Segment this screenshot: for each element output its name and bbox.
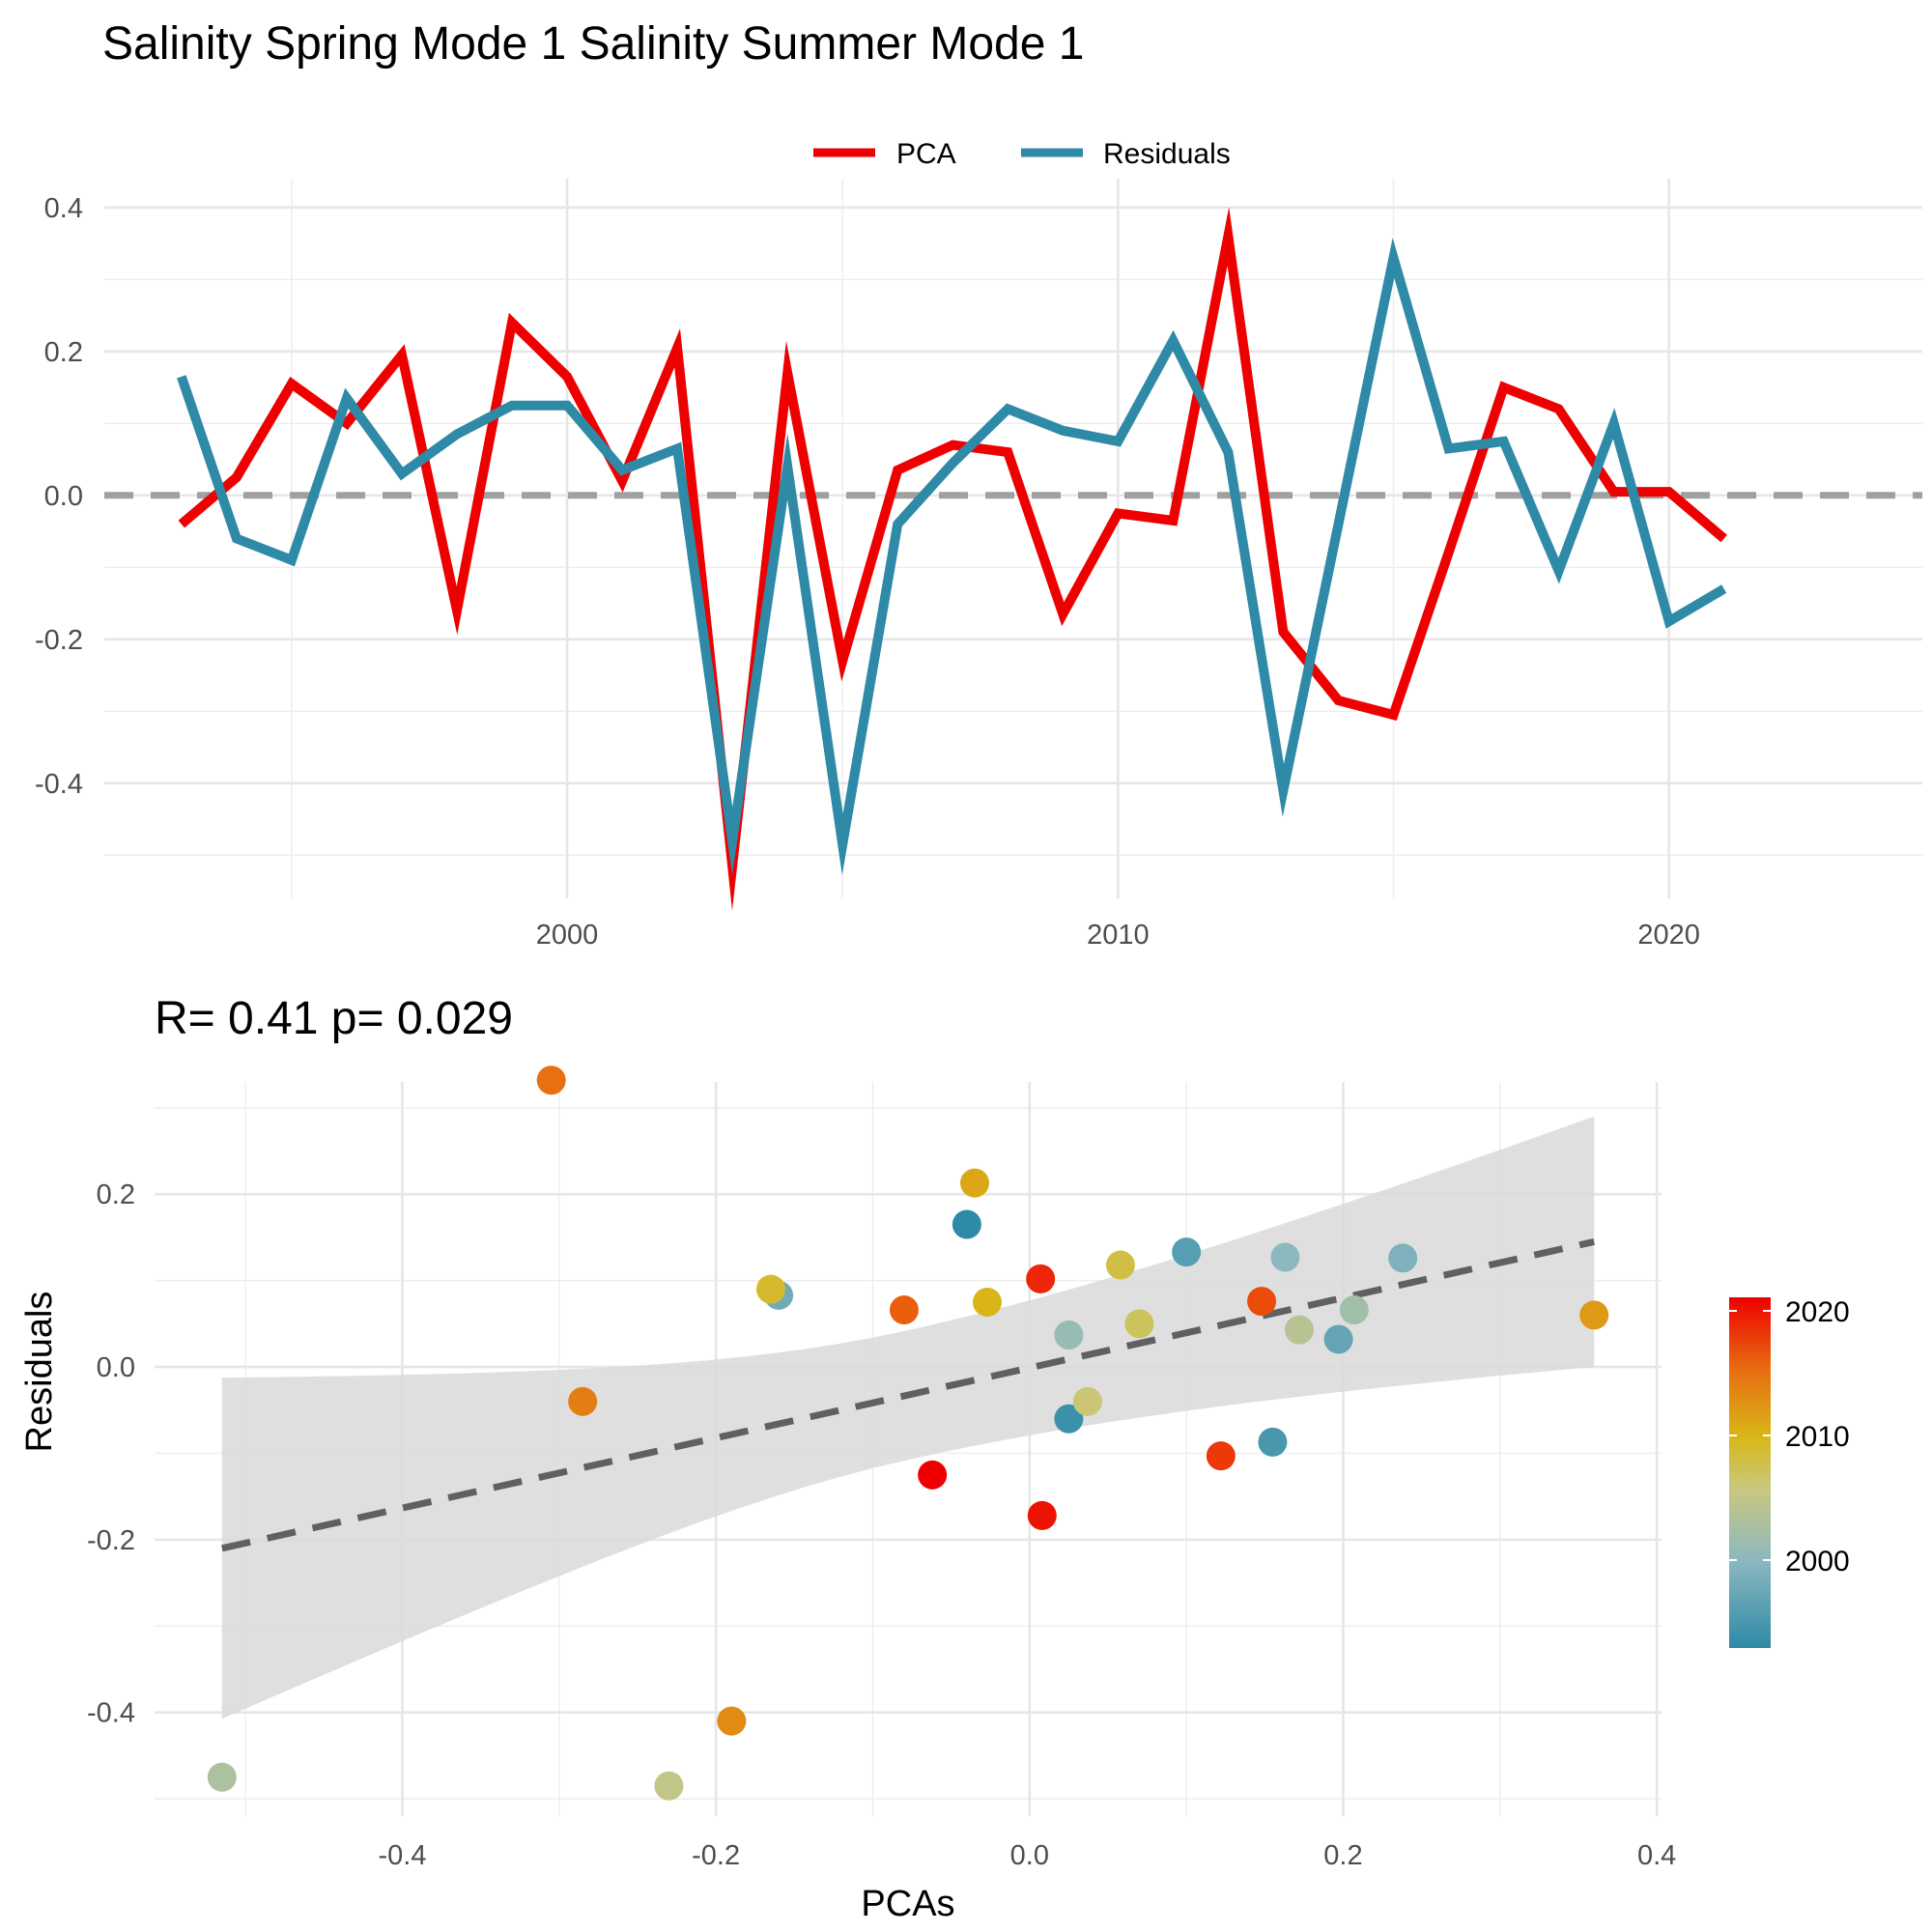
scatter-point <box>1124 1309 1154 1339</box>
scatter-point <box>1027 1500 1057 1530</box>
scatter-point <box>1206 1441 1236 1471</box>
y-tick-label: -0.2 <box>35 625 83 656</box>
time-series-x-ticks: 2000 2010 2020 <box>536 920 1700 951</box>
scatter-point <box>207 1762 237 1792</box>
x-axis-title: PCAs <box>861 1884 954 1924</box>
scatter-point <box>918 1460 948 1490</box>
y-tick-label: -0.4 <box>35 769 83 800</box>
y-tick-label: -0.2 <box>87 1525 135 1556</box>
time-series-lines <box>177 207 1727 911</box>
scatter-panel: R= 0.41 p= 0.029 0.2 0.0 -0.2 -0.4 -0.4 … <box>19 993 1850 1924</box>
scatter-point <box>1270 1242 1300 1272</box>
scatter-point <box>1072 1386 1102 1416</box>
scatter-point <box>755 1274 785 1304</box>
y-tick-label: 0.2 <box>97 1179 135 1210</box>
scatter-x-ticks: -0.4 -0.2 0.0 0.2 0.4 <box>378 1840 1676 1871</box>
y-tick-label: 0.0 <box>97 1352 135 1383</box>
y-tick-label: 0.2 <box>44 337 83 368</box>
legend: PCA Residuals <box>813 138 1231 170</box>
x-tick-label: 0.4 <box>1637 1840 1676 1871</box>
series-line-pca <box>178 207 1727 911</box>
confidence-band <box>221 1116 1595 1719</box>
scatter-point <box>1247 1287 1277 1317</box>
colorbar-label: 2010 <box>1785 1421 1850 1453</box>
scatter-point <box>1388 1243 1418 1273</box>
scatter-point <box>1579 1300 1609 1330</box>
scatter-point <box>1026 1264 1056 1293</box>
scatter-point <box>1172 1237 1202 1267</box>
scatter-point <box>959 1168 989 1198</box>
scatter-title: R= 0.41 p= 0.029 <box>155 993 513 1044</box>
y-tick-label: -0.4 <box>87 1698 135 1729</box>
legend-label-residuals: Residuals <box>1103 138 1231 170</box>
x-tick-label: 2000 <box>536 920 599 951</box>
x-tick-label: -0.4 <box>378 1840 426 1871</box>
colorbar-gradient <box>1729 1297 1771 1648</box>
colorbar: 2020 2010 2000 <box>1729 1296 1850 1648</box>
scatter-point <box>717 1706 747 1736</box>
y-tick-label: 0.4 <box>44 193 83 224</box>
legend-label-pca: PCA <box>896 138 956 170</box>
scatter-point <box>1258 1427 1288 1457</box>
regression-line <box>221 1237 1595 1552</box>
colorbar-label: 2020 <box>1785 1296 1850 1328</box>
scatter-point <box>952 1209 981 1239</box>
x-tick-label: 2020 <box>1637 920 1700 951</box>
time-series-y-ticks: 0.4 0.2 0.0 -0.2 -0.4 <box>35 193 83 800</box>
scatter-point <box>1054 1404 1084 1434</box>
scatter-point <box>972 1288 1002 1317</box>
time-series-grid <box>104 179 1922 898</box>
x-tick-label: 0.0 <box>1010 1840 1049 1871</box>
scatter-point <box>1105 1250 1135 1280</box>
series-line-residuals <box>177 238 1727 875</box>
scatter-point <box>536 1065 566 1095</box>
x-tick-label: 2010 <box>1087 920 1150 951</box>
time-series-panel: 0.4 0.2 0.0 -0.2 -0.4 2000 2010 2020 <box>35 179 1922 951</box>
x-tick-label: -0.2 <box>692 1840 740 1871</box>
scatter-points <box>207 1065 1609 1801</box>
y-tick-label: 0.0 <box>44 481 83 512</box>
colorbar-label: 2000 <box>1785 1546 1850 1577</box>
scatter-point <box>1285 1315 1315 1345</box>
figure-title: Salinity Spring Mode 1 Salinity Summer M… <box>102 18 1084 70</box>
scatter-y-ticks: 0.2 0.0 -0.2 -0.4 <box>87 1179 135 1728</box>
scatter-point <box>654 1771 684 1801</box>
scatter-point <box>1323 1324 1353 1354</box>
scatter-point <box>889 1295 919 1325</box>
y-axis-title: Residuals <box>19 1292 60 1453</box>
scatter-point <box>1054 1320 1084 1350</box>
scatter-point <box>1339 1295 1369 1325</box>
x-tick-label: 0.2 <box>1323 1840 1362 1871</box>
scatter-point <box>568 1386 598 1416</box>
